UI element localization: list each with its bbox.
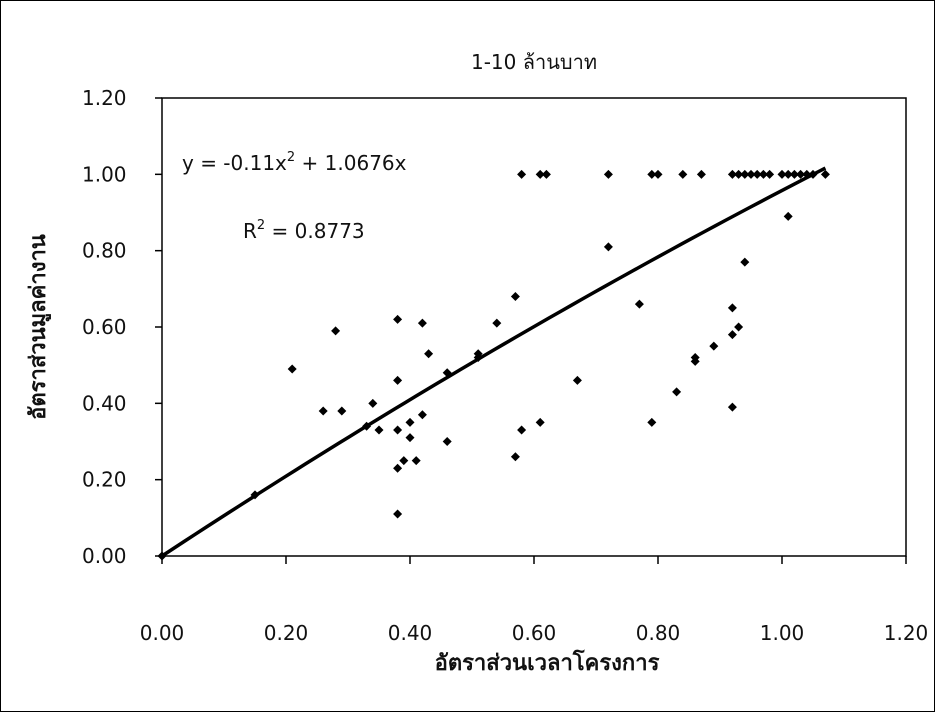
data-point (399, 456, 409, 466)
data-point (492, 318, 502, 328)
trendline (161, 166, 827, 558)
equation-suffix: + 1.0676x (295, 151, 406, 175)
data-point (393, 375, 403, 385)
data-point (678, 169, 688, 179)
data-point (690, 353, 700, 363)
data-point (672, 387, 682, 397)
data-point (709, 341, 719, 351)
data-point (318, 406, 328, 416)
data-point (647, 169, 657, 179)
data-point (442, 368, 452, 378)
data-point (796, 169, 806, 179)
y-axis-ticks (155, 97, 162, 557)
x-tick-label: 1.20 (884, 621, 929, 645)
data-point (758, 169, 768, 179)
y-tick-label: 0.80 (82, 239, 127, 263)
data-point (727, 330, 737, 340)
data-point (653, 169, 663, 179)
y-tick-label: 0.20 (82, 468, 127, 492)
y-axis-title: อัตราส่วนมูลค่างาน (26, 234, 52, 420)
data-point (517, 425, 527, 435)
data-point (746, 169, 756, 179)
data-point (696, 169, 706, 179)
data-point (727, 402, 737, 412)
x-tick-label: 0.00 (140, 621, 185, 645)
x-axis-ticks (161, 556, 907, 564)
y-axis-tick-labels: 0.00 0.20 0.40 0.60 0.80 1.00 1.20 (82, 86, 127, 568)
y-tick-label: 0.40 (82, 391, 127, 415)
data-point (424, 349, 434, 359)
data-point (157, 551, 167, 561)
data-point (727, 303, 737, 313)
data-point (820, 169, 830, 179)
data-point (510, 452, 520, 462)
y-tick-label: 0.00 (82, 544, 127, 568)
data-point (802, 169, 812, 179)
data-point (411, 456, 421, 466)
data-point (337, 406, 347, 416)
r-squared: R2 = 0.8773 (243, 218, 365, 243)
x-axis-title: อัตราส่วนเวลาโครงการ (435, 649, 660, 676)
x-tick-label: 0.40 (388, 621, 433, 645)
data-point (442, 437, 452, 446)
data-point (393, 314, 403, 324)
x-tick-label: 1.00 (760, 621, 805, 645)
equation-exponent: 2 (287, 150, 295, 165)
data-points (157, 169, 830, 561)
data-point (473, 349, 483, 359)
data-point (603, 242, 613, 252)
data-point (740, 257, 750, 267)
data-point (331, 326, 341, 336)
r2-prefix: R (243, 219, 257, 243)
trendline-equation: y = -0.11x2 + 1.0676x (182, 150, 407, 175)
y-tick-label: 1.00 (82, 162, 127, 186)
x-axis-tick-labels: 0.00 0.20 0.40 0.60 0.80 1.00 1.20 (140, 621, 929, 645)
data-point (368, 398, 378, 408)
data-point (510, 291, 520, 301)
data-point (808, 169, 818, 179)
data-point (765, 169, 775, 179)
data-point (405, 417, 415, 427)
y-tick-label: 1.20 (82, 86, 127, 110)
data-point (393, 425, 403, 435)
data-point (417, 318, 427, 328)
data-point (740, 169, 750, 179)
data-point (734, 169, 744, 179)
data-point (647, 417, 657, 427)
data-point (789, 169, 799, 179)
data-point (535, 169, 545, 179)
equation-prefix: y = -0.11x (182, 151, 287, 175)
r2-exponent: 2 (257, 218, 265, 233)
data-point (777, 169, 787, 179)
r2-suffix: = 0.8773 (265, 219, 364, 243)
data-point (535, 417, 545, 427)
data-point (362, 421, 372, 431)
data-point (727, 169, 737, 179)
data-point (541, 169, 551, 179)
data-point (374, 425, 384, 435)
data-point (783, 211, 793, 221)
data-point (783, 169, 793, 179)
data-point (405, 433, 415, 443)
chart-title: 1-10 ล้านบาท (471, 50, 597, 74)
data-point (517, 169, 527, 179)
data-point (572, 375, 582, 385)
data-point (634, 299, 644, 309)
data-point (417, 410, 427, 420)
x-tick-label: 0.80 (636, 621, 681, 645)
data-point (734, 322, 744, 332)
data-point (287, 364, 297, 374)
data-point (393, 509, 403, 519)
data-point (603, 169, 613, 179)
y-tick-label: 0.60 (82, 315, 127, 339)
x-tick-label: 0.20 (264, 621, 309, 645)
data-point (752, 169, 762, 179)
data-point (250, 490, 260, 500)
x-tick-label: 0.60 (512, 621, 557, 645)
data-point (393, 463, 403, 473)
